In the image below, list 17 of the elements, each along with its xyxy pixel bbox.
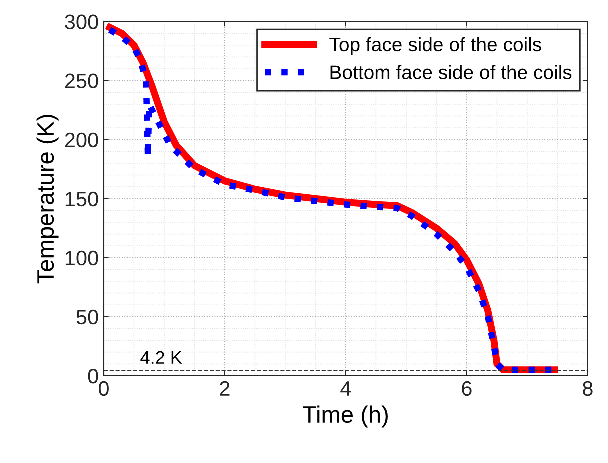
x-axis-title: Time (h) bbox=[302, 406, 388, 428]
x-tick-label: 4 bbox=[340, 382, 352, 396]
x-tick-label: 8 bbox=[583, 381, 593, 396]
y-tick-label: 150 bbox=[66, 192, 98, 207]
legend-label: Bottom face side of the coils bbox=[330, 65, 572, 80]
y-tick-label: 300 bbox=[65, 14, 98, 30]
y-tick-label: 250 bbox=[65, 74, 98, 89]
ref-line-label: 4.2 K bbox=[140, 351, 182, 364]
x-tick-label: 0 bbox=[98, 381, 109, 396]
x-tick-label: 6 bbox=[462, 381, 472, 396]
y-axis-title: Temperature (K) bbox=[36, 115, 59, 284]
y-tick-label: 200 bbox=[65, 132, 98, 148]
x-tick-label: 2 bbox=[220, 381, 230, 396]
y-tick-label: 50 bbox=[76, 310, 98, 325]
y-tick-label: 100 bbox=[66, 250, 98, 266]
y-tick-label: 0 bbox=[88, 368, 98, 384]
legend-label: Top face side of the coils bbox=[330, 37, 542, 56]
